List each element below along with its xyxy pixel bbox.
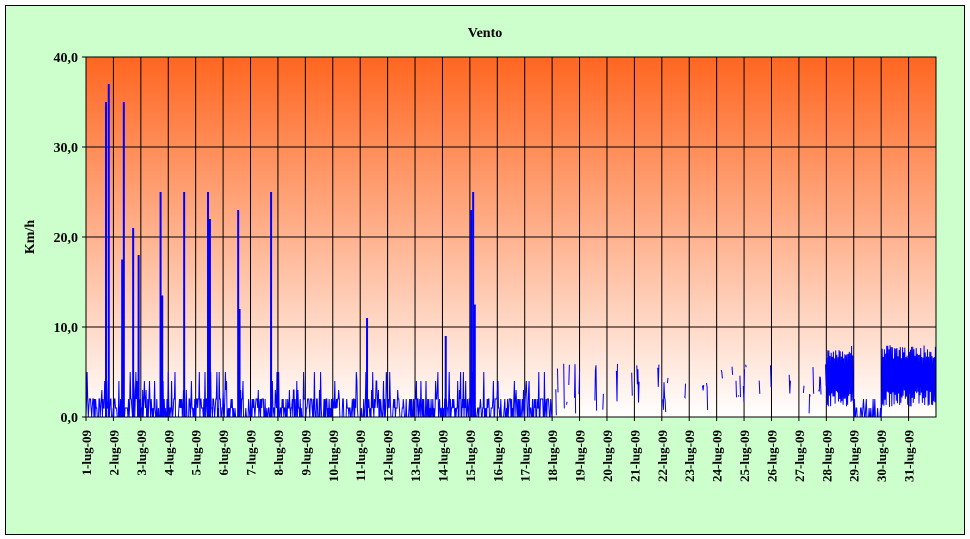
x-tick-label: 4-lug-09 bbox=[161, 430, 176, 476]
x-tick-label: 5-lug-09 bbox=[189, 430, 204, 476]
x-tick-label: 15-lug-09 bbox=[463, 430, 478, 483]
x-tick-label: 23-lug-09 bbox=[682, 430, 697, 483]
x-tick-label: 6-lug-09 bbox=[216, 430, 231, 476]
x-tick-label: 30-lug-09 bbox=[874, 430, 889, 483]
x-tick-label: 28-lug-09 bbox=[819, 430, 834, 483]
x-tick-label: 14-lug-09 bbox=[435, 430, 450, 483]
x-tick-label: 20-lug-09 bbox=[600, 430, 615, 483]
x-tick-label: 12-lug-09 bbox=[381, 430, 396, 483]
x-tick-label: 8-lug-09 bbox=[271, 430, 286, 476]
x-tick-label: 29-lug-09 bbox=[847, 430, 862, 483]
x-tick-label: 16-lug-09 bbox=[490, 429, 505, 482]
x-tick-label: 10-lug-09 bbox=[326, 430, 341, 483]
x-tick-label: 19-lug-09 bbox=[573, 430, 588, 483]
x-tick-label: 26-lug-09 bbox=[764, 430, 779, 483]
x-tick-label: 3-lug-09 bbox=[134, 430, 149, 476]
y-tick-label: 40,0 bbox=[54, 51, 79, 66]
x-tick-label: 21-lug-09 bbox=[627, 430, 642, 483]
y-tick-label: 0,0 bbox=[61, 411, 79, 426]
y-tick-label: 20,0 bbox=[54, 231, 79, 246]
x-tick-label: 22-lug-09 bbox=[655, 430, 670, 483]
x-tick-label: 13-lug-09 bbox=[408, 430, 423, 483]
x-tick-label: 27-lug-09 bbox=[792, 430, 807, 483]
x-tick-labels: 1-lug-09 2-lug-09 3-lug-09 4-lug-09 5-lug-09… bbox=[79, 417, 917, 482]
y-tick-labels: 0,0 10,0 20,0 30,0 40,0 bbox=[54, 51, 86, 426]
grid-lines bbox=[86, 56, 936, 418]
wind-speed-series bbox=[85, 83, 937, 418]
chart-title: Vento bbox=[468, 26, 503, 41]
wind-speed-line bbox=[85, 83, 937, 418]
y-tick-label: 10,0 bbox=[54, 321, 79, 336]
x-tick-label: 2-lug-09 bbox=[106, 430, 121, 476]
x-tick-label: 24-lug-09 bbox=[710, 430, 725, 483]
chart: Vento Km/h 0,0 10,0 20,0 30,0 40,0 1-lug-09 2… bbox=[23, 26, 937, 482]
x-tick-label: 1-lug-09 bbox=[79, 430, 94, 476]
x-tick-label: 18-lug-09 bbox=[545, 430, 560, 483]
x-tick-label: 17-lug-09 bbox=[518, 430, 533, 483]
y-axis-label: Km/h bbox=[23, 220, 38, 254]
x-tick-label: 11-lug-09 bbox=[353, 430, 368, 482]
x-tick-label: 7-lug-09 bbox=[244, 430, 259, 476]
x-tick-label: 31-lug-09 bbox=[902, 430, 917, 483]
chart-frame: Vento Km/h 0,0 10,0 20,0 30,0 40,0 1-lug-09 2… bbox=[5, 5, 965, 535]
x-tick-label: 25-lug-09 bbox=[737, 430, 752, 483]
y-tick-label: 30,0 bbox=[54, 141, 79, 156]
x-tick-label: 9-lug-09 bbox=[298, 430, 313, 476]
